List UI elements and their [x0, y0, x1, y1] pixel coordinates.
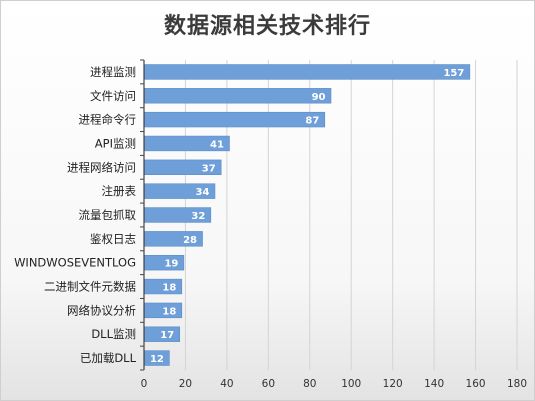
x-tick-label: 180 — [507, 378, 527, 390]
data-label: 90 — [312, 92, 326, 103]
data-label: 87 — [305, 116, 319, 127]
category-label: 进程网络访问 — [67, 160, 136, 174]
x-tick-label: 80 — [303, 378, 316, 390]
category-label: 流量包抓取 — [79, 208, 137, 222]
chart-title: 数据源相关技术排行 — [163, 14, 371, 39]
category-label: 注册表 — [102, 184, 137, 198]
x-tick-label: 140 — [424, 378, 444, 390]
data-label: 18 — [162, 283, 176, 294]
data-label: 34 — [196, 187, 210, 198]
category-label: 文件访问 — [90, 89, 136, 103]
category-label: 网络协议分析 — [67, 303, 136, 317]
bar — [144, 64, 471, 80]
data-label: 18 — [162, 306, 176, 317]
category-label: 二进制文件元数据 — [44, 280, 136, 294]
x-tick-label: 40 — [220, 378, 233, 390]
bar — [144, 88, 332, 104]
category-label: WINDWOSEVENTLOG — [14, 256, 136, 270]
category-label: API监测 — [95, 136, 136, 150]
bar — [144, 111, 326, 128]
category-label: 进程命令行 — [79, 113, 137, 127]
data-label: 17 — [160, 330, 174, 341]
data-label: 32 — [191, 211, 205, 222]
x-tick-label: 20 — [179, 378, 192, 390]
data-label: 157 — [443, 68, 464, 79]
data-label: 41 — [210, 139, 224, 150]
category-label: 进程监测 — [90, 65, 136, 79]
data-label: 28 — [183, 235, 197, 246]
data-label: 12 — [150, 354, 164, 365]
x-tick-label: 100 — [341, 378, 361, 390]
x-tick-label: 160 — [466, 378, 486, 390]
category-label: DLL监测 — [91, 327, 136, 341]
x-tick-label: 0 — [141, 378, 148, 390]
category-label: 已加载DLL — [80, 351, 137, 365]
x-tick-label: 120 — [383, 378, 403, 390]
x-tick-label: 60 — [262, 378, 275, 390]
category-label: 鉴权日志 — [90, 232, 136, 246]
data-label: 37 — [202, 163, 216, 174]
data-label: 19 — [164, 259, 178, 270]
